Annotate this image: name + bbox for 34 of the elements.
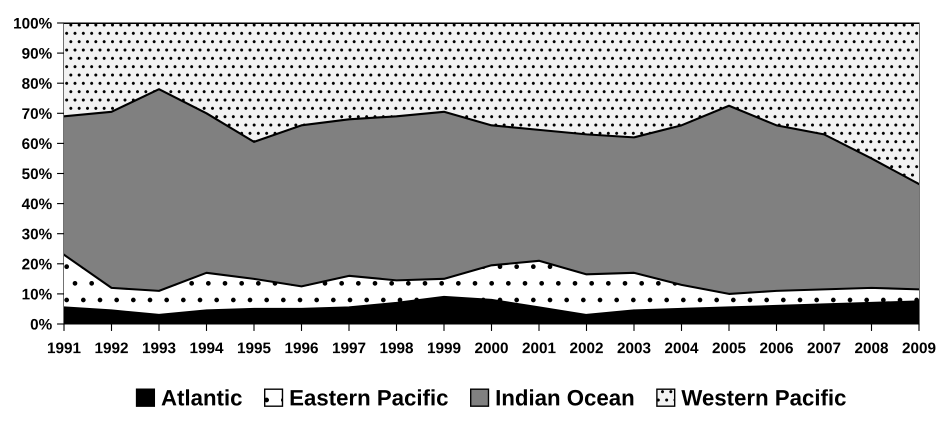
y-tick-label: 40% xyxy=(22,198,52,210)
x-tick-label: 2001 xyxy=(522,342,556,354)
y-tick-label: 50% xyxy=(22,168,52,180)
x-tick-label: 2008 xyxy=(855,342,888,354)
x-tick-label: 1998 xyxy=(380,342,414,354)
y-tick-label: 10% xyxy=(22,288,52,300)
y-tick-label: 60% xyxy=(22,138,52,150)
x-tick-label: 1999 xyxy=(428,342,460,354)
x-tick-label: 1995 xyxy=(238,342,271,354)
legend-label: Indian Ocean xyxy=(496,389,634,406)
x-tick-label: 1994 xyxy=(190,342,224,354)
legend-label: Eastern Pacific xyxy=(290,389,448,406)
x-tick-label: 1991 xyxy=(48,342,81,354)
x-tick-label: 2009 xyxy=(902,342,936,354)
legend-label: Western Pacific xyxy=(681,389,846,406)
x-tick-label: 1992 xyxy=(95,342,128,354)
x-tick-label: 2006 xyxy=(760,342,793,354)
y-tick-label: 70% xyxy=(22,108,52,119)
x-tick-label: 1996 xyxy=(285,342,318,354)
x-tick-label: 2003 xyxy=(618,342,650,354)
x-tick-label: 2002 xyxy=(570,342,603,354)
y-tick-label: 80% xyxy=(22,78,52,89)
x-tick-label: 2005 xyxy=(712,342,746,354)
x-tick-label: 2007 xyxy=(808,342,840,354)
x-tick-label: 1993 xyxy=(142,342,176,354)
legend-label: Atlantic xyxy=(162,389,242,406)
y-tick-label: 0% xyxy=(30,318,52,330)
y-tick-label: 30% xyxy=(22,228,52,240)
x-tick-label: 1997 xyxy=(332,342,366,354)
x-tick-label: 2004 xyxy=(665,342,698,354)
y-tick-label: 20% xyxy=(22,258,52,270)
y-tick-label: 90% xyxy=(22,48,52,59)
x-tick-label: 2000 xyxy=(475,342,508,354)
y-tick-label: 100% xyxy=(14,18,52,29)
